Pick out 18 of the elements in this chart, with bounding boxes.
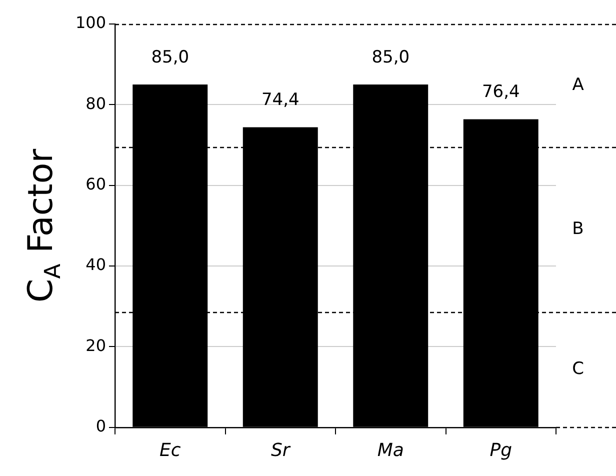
y-tick-label: 20 xyxy=(86,336,106,355)
x-tick-label: Ec xyxy=(159,440,181,461)
x-tick-label: Ma xyxy=(377,440,404,461)
y-axis-title: CA Factor xyxy=(21,148,66,303)
y-tick-label: 80 xyxy=(86,94,106,113)
text: A xyxy=(572,74,584,95)
data-label: 85,0 xyxy=(151,47,190,68)
x-tick-label: Pg xyxy=(490,440,512,461)
data-label: 76,4 xyxy=(482,82,520,102)
x-tick-label: Sr xyxy=(270,440,292,461)
data-label: 85,0 xyxy=(372,47,410,68)
y-tick-label: 60 xyxy=(86,174,106,194)
y-tick-label: 100 xyxy=(75,13,106,32)
data-label: 74,4 xyxy=(261,90,300,110)
text: C xyxy=(572,359,584,380)
text: B xyxy=(572,218,584,239)
y-tick-label: 0 xyxy=(96,416,106,436)
y-tick-label: 40 xyxy=(86,255,106,274)
